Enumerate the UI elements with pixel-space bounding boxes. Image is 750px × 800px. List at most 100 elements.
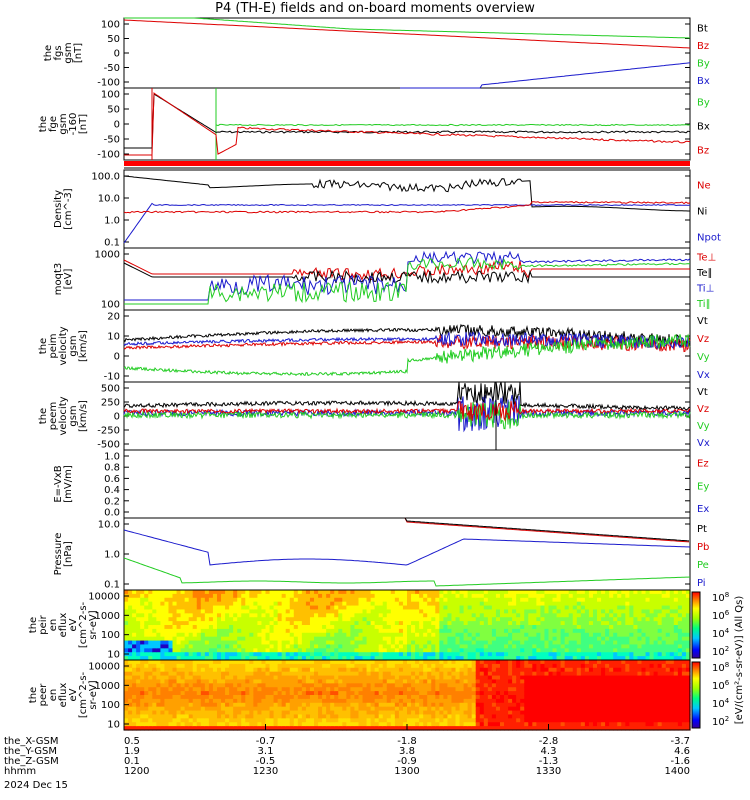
spectrogram-cell-p10 — [681, 609, 687, 614]
spectrogram-cell-p11 — [265, 667, 271, 673]
spectrogram-cell-p11 — [544, 706, 550, 712]
legend-p1-Bt: Bt — [697, 24, 708, 35]
spectrogram-cell-p10 — [136, 597, 141, 603]
spectrogram-cell-p11 — [540, 726, 546, 731]
spectrogram-cell-p11 — [576, 718, 582, 723]
spectrogram-cell-p10 — [552, 652, 558, 657]
spectrogram-cell-p11 — [483, 663, 489, 669]
spectrogram-cell-p11 — [370, 726, 376, 731]
spectrogram-cell-p11 — [152, 698, 157, 704]
spectrogram-cell-p10 — [427, 644, 432, 649]
spectrogram-cell-p10 — [160, 640, 166, 646]
spectrogram-cell-p10 — [257, 652, 263, 657]
spectrogram-cell-p10 — [491, 621, 497, 626]
spectrogram-cell-p10 — [479, 628, 485, 634]
spectrogram-cell-p11 — [265, 660, 271, 665]
spectrogram-cell-p10 — [411, 605, 416, 611]
spectrogram-cell-p10 — [277, 628, 283, 634]
spectrogram-cell-p10 — [576, 621, 582, 626]
spectrogram-cell-p10 — [281, 656, 287, 661]
spectrogram-cell-p10 — [443, 590, 449, 595]
spectrogram-cell-p10 — [637, 621, 643, 626]
spectrogram-cell-p11 — [342, 691, 347, 696]
spectrogram-cell-p11 — [289, 726, 295, 731]
spectrogram-cell-p11 — [362, 722, 368, 727]
spectrogram-cell-p11 — [443, 710, 449, 716]
spectrogram-cell-p10 — [386, 609, 392, 614]
spectrogram-cell-p10 — [398, 636, 404, 642]
spectrogram-cell-p10 — [621, 628, 626, 634]
spectrogram-cell-p11 — [277, 706, 283, 712]
spectrogram-cell-p10 — [168, 605, 174, 611]
spectrogram-cell-p11 — [370, 706, 376, 712]
spectrogram-cell-p11 — [233, 718, 238, 723]
spectrogram-cell-p10 — [309, 621, 315, 626]
spectrogram-cell-p11 — [314, 691, 319, 696]
spectrogram-cell-p10 — [277, 613, 283, 618]
spectrogram-cell-p11 — [605, 671, 610, 677]
spectrogram-cell-p10 — [273, 640, 279, 646]
spectrogram-cell-p10 — [237, 656, 242, 661]
spectrogram-cell-p11 — [552, 671, 558, 677]
spectrogram-cell-p11 — [443, 683, 449, 688]
spectrogram-cell-p11 — [249, 702, 254, 708]
spectrogram-cell-p10 — [390, 625, 396, 630]
ylabel-p7: gsm — [68, 405, 79, 426]
spectrogram-cell-p10 — [269, 601, 275, 607]
spectrogram-cell-p10 — [645, 625, 651, 630]
spectrogram-cell-p11 — [172, 675, 178, 681]
spectrogram-cell-p11 — [487, 714, 493, 719]
spectrogram-cell-p11 — [431, 714, 436, 719]
spectrogram-cell-p10 — [330, 613, 335, 618]
spectrogram-cell-p11 — [609, 714, 614, 719]
spectrogram-cell-p10 — [273, 625, 279, 630]
spectrogram-cell-p11 — [390, 710, 396, 716]
spectrogram-cell-p11 — [443, 718, 449, 723]
spectrogram-cell-p11 — [597, 663, 602, 669]
spectrogram-cell-p10 — [221, 648, 226, 653]
spectrogram-cell-p10 — [491, 652, 497, 657]
spectrogram-cell-p11 — [475, 710, 481, 716]
spectrogram-cell-p11 — [439, 691, 444, 696]
spectrogram-cell-p10 — [326, 597, 331, 603]
spectrogram-cell-p10 — [495, 590, 501, 595]
spectrogram-cell-p11 — [451, 702, 457, 708]
spectrogram-cell-p11 — [136, 722, 141, 727]
spectrogram-cell-p10 — [609, 593, 614, 599]
spectrogram-cell-p10 — [459, 625, 465, 630]
spectrogram-cell-p11 — [419, 683, 424, 688]
spectrogram-cell-p11 — [592, 675, 598, 681]
spectrogram-cell-p10 — [427, 636, 432, 642]
spectrogram-cell-p11 — [419, 698, 424, 704]
spectrogram-cell-p11 — [269, 687, 275, 692]
spectrogram-cell-p10 — [390, 609, 396, 614]
spectrogram-cell-p10 — [621, 621, 626, 626]
spectrogram-cell-p10 — [314, 640, 319, 646]
spectrogram-cell-p10 — [431, 613, 436, 618]
spectrogram-cell-p11 — [512, 675, 517, 681]
spectrogram-cell-p10 — [673, 593, 679, 599]
spectrogram-cell-p10 — [305, 621, 311, 626]
spectrogram-cell-p11 — [374, 663, 380, 669]
spectrogram-cell-p10 — [451, 652, 457, 657]
spectrogram-cell-p10 — [633, 609, 639, 614]
spectrogram-cell-p11 — [374, 722, 380, 727]
spectrogram-cell-p11 — [443, 667, 449, 673]
spectrogram-cell-p10 — [318, 609, 323, 614]
spectrogram-cell-p10 — [152, 613, 157, 618]
spectrogram-cell-p10 — [661, 617, 667, 622]
spectrogram-cell-p11 — [605, 691, 610, 696]
spectrogram-cell-p10 — [152, 590, 157, 595]
spectrogram-cell-p11 — [455, 714, 461, 719]
spectrogram-cell-p11 — [475, 722, 481, 727]
spectrogram-cell-p10 — [483, 625, 489, 630]
spectrogram-cell-p10 — [132, 590, 137, 595]
spectrogram-cell-p11 — [168, 687, 174, 692]
spectrogram-cell-p11 — [536, 702, 542, 708]
spectrogram-cell-p11 — [285, 679, 291, 684]
spectrogram-cell-p11 — [411, 671, 416, 677]
spectrogram-cell-p10 — [241, 605, 246, 611]
spectrogram-cell-p10 — [564, 597, 570, 603]
spectrogram-cell-p10 — [419, 625, 424, 630]
spectrogram-cell-p11 — [370, 722, 376, 727]
